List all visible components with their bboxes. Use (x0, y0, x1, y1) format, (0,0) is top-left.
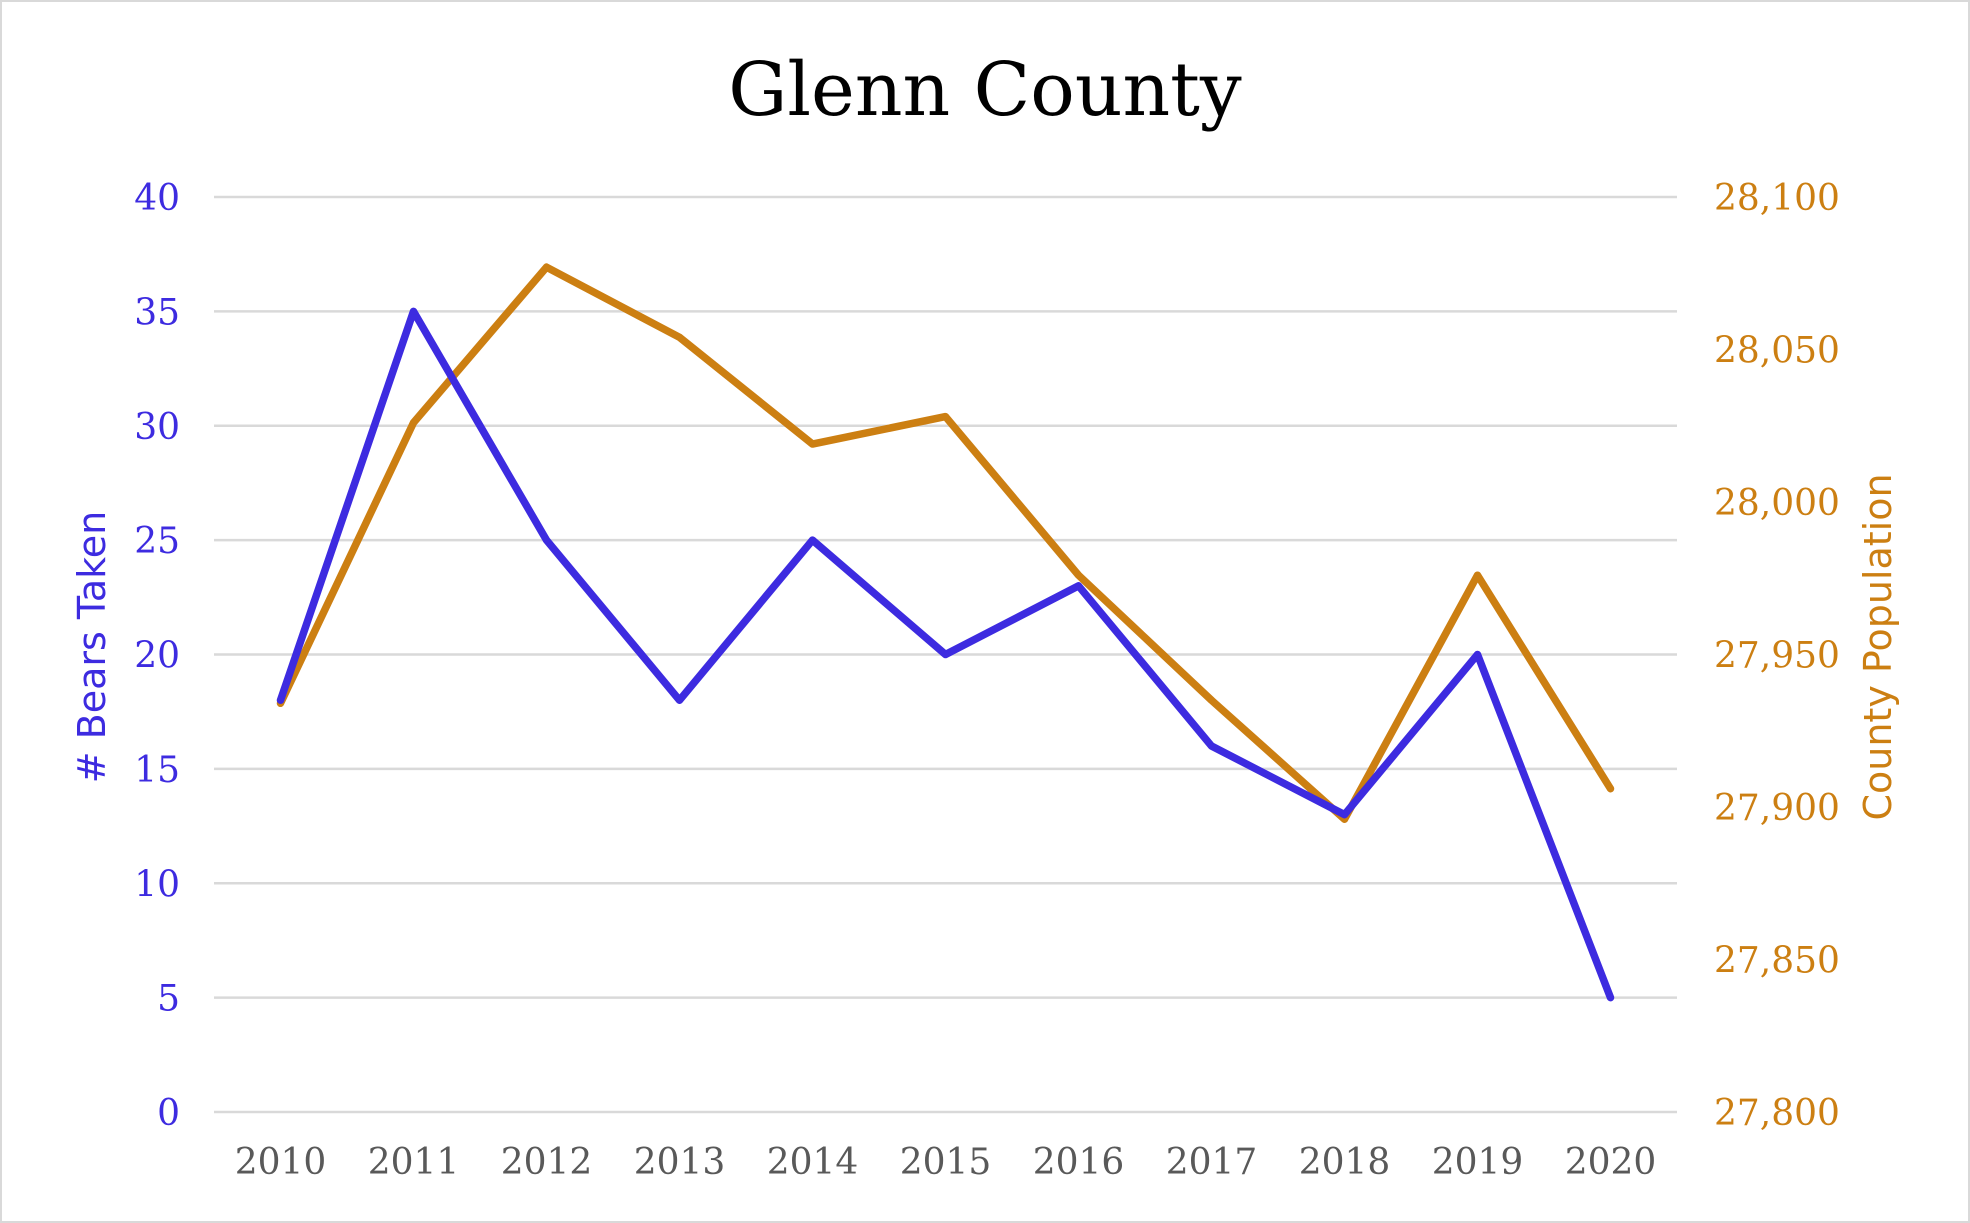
bears-taken-point (1341, 811, 1348, 819)
county-population-point (1474, 571, 1481, 579)
right-tick-label: 28,050 (1714, 331, 1840, 372)
left-axis-ticks: 0 5 10 15 20 25 30 35 40 (134, 178, 180, 1134)
left-tick-label: 30 (134, 407, 180, 448)
right-tick-label: 27,950 (1714, 636, 1840, 677)
county-population-point (543, 263, 550, 271)
left-tick-label: 15 (134, 750, 180, 791)
x-tick-label: 2019 (1432, 1142, 1524, 1183)
county-population-point (410, 419, 417, 427)
left-tick-label: 40 (134, 178, 180, 219)
left-tick-label: 25 (134, 521, 180, 562)
right-tick-label: 27,900 (1714, 788, 1840, 829)
bears-taken-point (1474, 651, 1481, 658)
x-tick-label: 2020 (1565, 1142, 1657, 1183)
right-axis-ticks: 27,800 27,850 27,900 27,950 28,000 28,050 28,1… (1714, 178, 1840, 1134)
chart-title: Glenn County (728, 47, 1242, 133)
x-tick-label: 2016 (1033, 1142, 1125, 1183)
left-axis-title: # Bears Taken (70, 511, 114, 783)
bears-taken-point (1208, 742, 1215, 750)
bears-taken-point (277, 696, 284, 704)
bears-taken-point (1607, 994, 1614, 1002)
x-tick-label: 2011 (368, 1142, 460, 1183)
left-tick-label: 20 (134, 636, 180, 677)
county-population-point (1208, 696, 1215, 704)
x-tick-label: 2014 (767, 1142, 859, 1183)
left-tick-label: 10 (134, 864, 180, 905)
bears-taken-point (410, 307, 417, 315)
county-population-point (1607, 785, 1614, 793)
series-layer (276, 263, 1615, 1002)
x-tick-label: 2010 (235, 1142, 327, 1183)
x-tick-label: 2015 (900, 1142, 992, 1183)
county-population-point (942, 413, 949, 421)
bears-taken-point (942, 651, 949, 658)
right-tick-label: 28,100 (1714, 178, 1840, 219)
x-tick-label: 2018 (1299, 1142, 1391, 1183)
x-tick-label: 2017 (1166, 1142, 1258, 1183)
left-tick-label: 5 (157, 979, 180, 1020)
left-tick-label: 0 (157, 1093, 180, 1134)
right-axis-title: County Population (1856, 473, 1900, 820)
county-population-point (809, 440, 816, 448)
right-tick-label: 27,850 (1714, 941, 1840, 982)
bears-taken-point (543, 536, 550, 544)
x-tick-label: 2012 (501, 1142, 593, 1183)
left-tick-label: 35 (134, 292, 180, 333)
county-population-point (1075, 571, 1082, 579)
bears-taken-point (676, 696, 683, 704)
county-population-point (676, 333, 683, 341)
right-tick-label: 27,800 (1714, 1093, 1840, 1134)
right-tick-label: 28,000 (1714, 483, 1840, 524)
x-axis-ticks: 2010 2011 2012 2013 2014 2015 2016 2017 2018 2019… (235, 1142, 1657, 1183)
bears-taken-point (1075, 582, 1082, 590)
x-tick-label: 2013 (634, 1142, 726, 1183)
bears-taken-point (809, 536, 816, 544)
